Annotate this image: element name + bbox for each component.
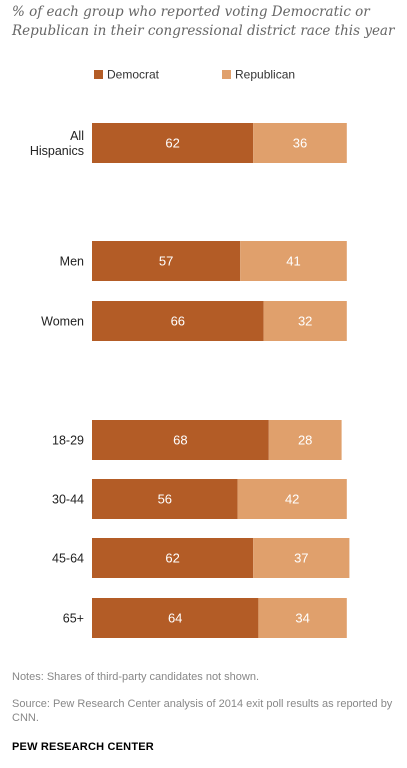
bar-democrat-men bbox=[92, 241, 241, 281]
legend-swatch-democrat bbox=[94, 70, 103, 79]
bar-democrat-18-29 bbox=[92, 420, 269, 460]
legend-label-democrat: Democrat bbox=[107, 68, 160, 82]
category-label-line: 45-64 bbox=[52, 552, 84, 566]
data-label-democrat-30-44: 56 bbox=[158, 492, 172, 507]
category-label-line: 30-44 bbox=[52, 493, 84, 507]
bar-republican-65 bbox=[258, 598, 347, 638]
chart-subtitle: % of each group who reported voting Demo… bbox=[12, 4, 395, 39]
brand-label: PEW RESEARCH CENTER bbox=[12, 741, 154, 753]
category-label-line: Men bbox=[60, 255, 84, 269]
category-label-line: 18-29 bbox=[52, 434, 84, 448]
category-label-65: 65+ bbox=[63, 612, 84, 626]
data-label-republican-30-44: 42 bbox=[285, 492, 299, 507]
chart-notes: Notes: Shares of third-party candidates … bbox=[12, 671, 260, 683]
data-label-republican-women: 32 bbox=[298, 314, 312, 329]
bar-republican-45-64 bbox=[253, 538, 350, 578]
category-label-45-64: 45-64 bbox=[52, 552, 84, 566]
bar-democrat-65 bbox=[92, 598, 259, 638]
category-label-18-29: 18-29 bbox=[52, 434, 84, 448]
category-label-line: Hispanics bbox=[30, 144, 84, 158]
bar-republican-women bbox=[263, 301, 347, 341]
category-label-line: 65+ bbox=[63, 612, 84, 626]
legend-label-republican: Republican bbox=[235, 68, 295, 82]
bar-republican-30-44 bbox=[237, 479, 347, 519]
data-label-republican-men: 41 bbox=[286, 254, 300, 269]
category-label-men: Men bbox=[60, 255, 84, 269]
data-label-democrat-65: 64 bbox=[168, 611, 182, 626]
data-label-democrat-18-29: 68 bbox=[173, 433, 187, 448]
data-label-republican-65: 34 bbox=[295, 611, 309, 626]
bar-republican-men bbox=[240, 241, 347, 281]
chart-source: Source: Pew Research Center analysis of … bbox=[12, 698, 393, 724]
data-label-democrat-all-hispanics: 62 bbox=[165, 136, 179, 151]
bar-democrat-women bbox=[92, 301, 264, 341]
bar-republican-18-29 bbox=[268, 420, 342, 460]
stacked-bar-chart: Democrat Republican 62 36 All Hispanics 57 41 Me… bbox=[30, 68, 350, 638]
data-label-democrat-45-64: 62 bbox=[165, 551, 179, 566]
bar-democrat-45-64 bbox=[92, 538, 254, 578]
bar-republican-all-hispanics bbox=[253, 123, 347, 163]
category-label-line: Women bbox=[41, 315, 84, 329]
data-label-democrat-men: 57 bbox=[159, 254, 173, 269]
data-label-republican-45-64: 37 bbox=[294, 551, 308, 566]
data-label-republican-all-hispanics: 36 bbox=[293, 136, 307, 151]
bar-democrat-all-hispanics bbox=[92, 123, 254, 163]
category-label-30-44: 30-44 bbox=[52, 493, 84, 507]
category-label-line: All bbox=[70, 129, 84, 143]
legend-swatch-republican bbox=[222, 70, 231, 79]
data-label-republican-18-29: 28 bbox=[298, 433, 312, 448]
category-label-all-hispanics: All Hispanics bbox=[30, 129, 84, 158]
bar-democrat-30-44 bbox=[92, 479, 238, 519]
category-label-women: Women bbox=[41, 315, 84, 329]
data-label-democrat-women: 66 bbox=[171, 314, 185, 329]
